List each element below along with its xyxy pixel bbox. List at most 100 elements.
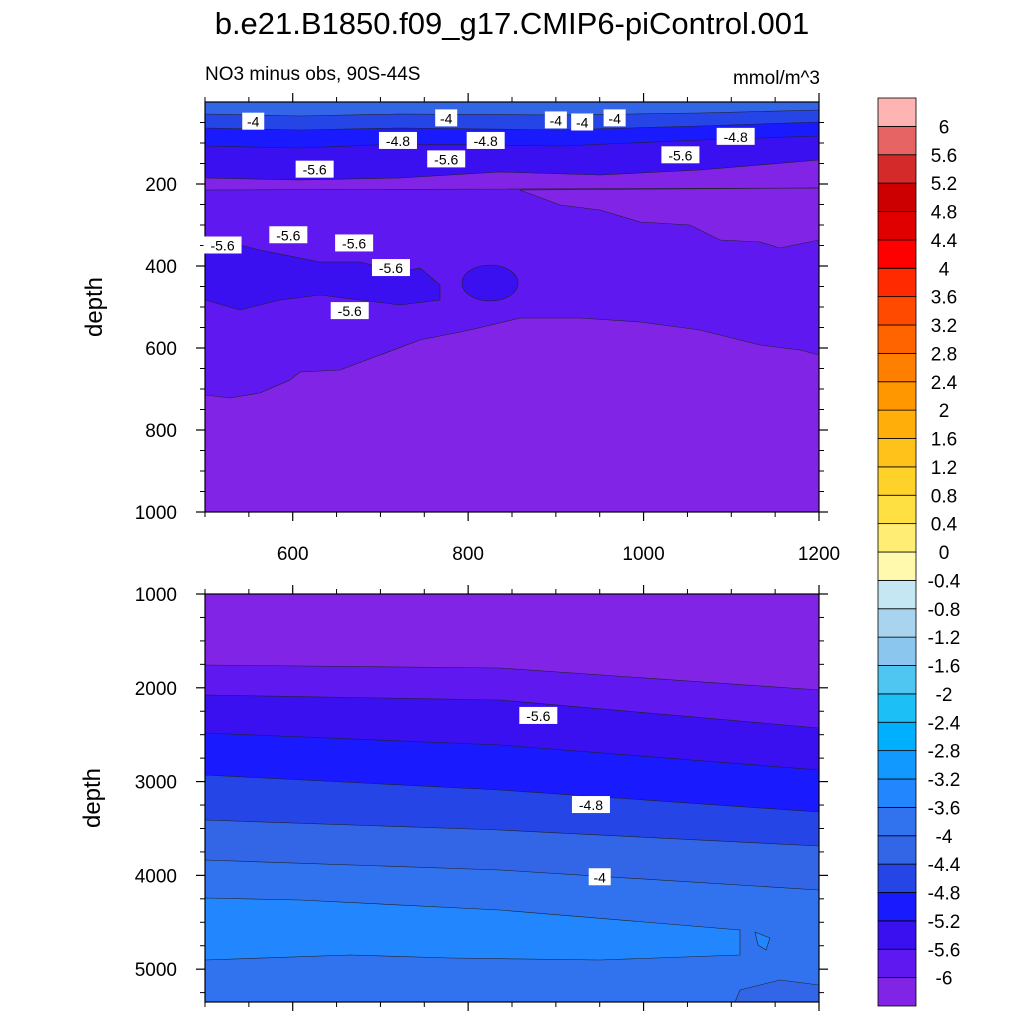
- contour-label-box: [544, 111, 567, 129]
- lower-contour-panel: 1000 2000 3000 4000 5000 -5.6 -4.8 -4 depth: [79, 585, 828, 1011]
- colorbar-swatch: [877, 977, 917, 1007]
- contour-label: -5.6: [330, 302, 369, 320]
- colorbar-swatch: [877, 523, 917, 553]
- contour-label-text: -4.8: [724, 129, 748, 145]
- colorbar-label: -6: [936, 969, 953, 990]
- contour-label-text: -5.6: [303, 162, 327, 178]
- colorbar-swatch: [877, 352, 917, 383]
- lower-y-tick-label: 1000: [135, 585, 177, 606]
- contour-label-text: -4: [593, 869, 606, 885]
- colorbar-label: 4.8: [931, 203, 957, 224]
- contour-label: -4: [571, 113, 594, 131]
- colorbar-swatch: [877, 551, 917, 581]
- contour-label: -4.8: [571, 796, 610, 814]
- contour-label-text: -5.6: [210, 238, 234, 254]
- colorbar-label: -5.2: [928, 912, 961, 933]
- colorbar-swatch: [877, 835, 917, 865]
- colorbar-label: -1.2: [928, 628, 961, 649]
- lower-y-tick-label: 3000: [135, 773, 177, 794]
- contour-label-box: [378, 131, 417, 149]
- colorbar-swatch: [877, 608, 917, 638]
- contour-label-text: -5.6: [434, 151, 458, 167]
- colorbar-swatch: [877, 806, 917, 837]
- contour-label-box: [588, 868, 611, 886]
- colorbar-label: 2.4: [931, 373, 958, 394]
- colorbar-swatch: [877, 125, 917, 156]
- contour-label: -5.6: [519, 706, 558, 724]
- colorbar-swatch: [877, 494, 917, 525]
- colorbar-swatch: [877, 381, 917, 411]
- contour-label-box: [571, 796, 610, 814]
- colorbar-swatch: [877, 778, 917, 808]
- upper-y-tick-label: 600: [145, 339, 177, 360]
- colorbar-label: 0.8: [931, 486, 957, 507]
- colorbar-label: 5.2: [931, 174, 957, 195]
- page-title: b.e21.B1850.f09_g17.CMIP6-piControl.001: [214, 6, 810, 41]
- upper-y-tick-label: 400: [145, 257, 177, 278]
- colorbar-label: -2.8: [928, 742, 961, 763]
- upper-y-axis-label: depth: [81, 277, 108, 337]
- upper-y-tick-label: 1000: [135, 503, 177, 524]
- colorbar-label: -2.4: [928, 713, 961, 734]
- contour-label-box: [519, 706, 558, 724]
- colorbar-swatch: [877, 211, 917, 241]
- colorbar-swatch: [877, 409, 917, 439]
- colorbar-swatch: [877, 892, 917, 922]
- colorbar-swatch: [877, 693, 917, 723]
- contour-label: -5.6: [269, 226, 308, 244]
- contour-label-text: -4: [440, 110, 453, 126]
- colorbar-label: 6: [939, 117, 950, 138]
- contour-label-box: [242, 112, 265, 130]
- colorbar-swatch: [877, 636, 917, 666]
- colorbar-label: -2: [936, 685, 953, 706]
- contour-label-box: [571, 113, 594, 131]
- contour-label: -5.6: [427, 150, 466, 168]
- contour-label: -5.6: [661, 146, 700, 164]
- contour-label-text: -4: [247, 114, 260, 130]
- contour-label-box: [203, 236, 242, 254]
- colorbar-swatch: [877, 438, 917, 468]
- contour-label-text: -4.8: [386, 133, 410, 149]
- colorbar-swatch: [877, 920, 917, 950]
- colorbar-swatch: [877, 296, 917, 326]
- colorbar-label: -4.4: [928, 855, 961, 876]
- contour-label-box: [435, 109, 458, 127]
- colorbar-label: 3.6: [931, 288, 957, 309]
- colorbar-label: 1.2: [931, 458, 957, 479]
- upper-y-tick-label: 200: [145, 175, 177, 196]
- contour-label: -4: [544, 111, 567, 129]
- lower-y-tick-label: 2000: [135, 679, 177, 700]
- contour-label-box: [371, 259, 410, 277]
- colorbar-label: -4.8: [928, 884, 961, 905]
- contour-label-text: -5.6: [276, 227, 300, 243]
- upper-x-tick-label: 800: [452, 544, 484, 565]
- colorbar-swatch: [877, 721, 917, 752]
- contour-label: -4: [588, 868, 611, 886]
- contour-label: -4.8: [716, 127, 755, 145]
- colorbar-label: -3.2: [928, 770, 961, 791]
- colorbar-label: 2.8: [931, 344, 957, 365]
- colorbar-label: -4: [936, 827, 953, 848]
- colorbar-swatch: [877, 182, 917, 212]
- contour-label-text: -4.8: [474, 133, 498, 149]
- colorbar-label: 4: [939, 259, 950, 280]
- lower-y-axis-label: depth: [79, 768, 106, 828]
- colorbar-label: 0: [939, 543, 950, 564]
- colorbar-label: 2: [939, 401, 950, 422]
- contour-label: -4: [242, 112, 265, 130]
- colorbar-swatch: [877, 324, 917, 354]
- colorbar-label: 0.4: [931, 515, 958, 536]
- contour-label-box: [427, 150, 466, 168]
- colorbar-label: -0.8: [928, 600, 961, 621]
- contour-label-text: -4: [608, 110, 621, 126]
- colorbar-label: -0.4: [928, 571, 961, 592]
- contour-label-text: -5.6: [668, 147, 692, 163]
- colorbar: 6 5.6 5.2 4.8 4.4 4 3.6 3.2 2.8 2.4 2 1.6 1.2 0.8 0.4 0…: [877, 97, 961, 1007]
- colorbar-swatch: [877, 948, 917, 979]
- colorbar-label: -3.6: [928, 798, 961, 819]
- colorbar-label: -5.6: [928, 940, 961, 961]
- contour-label: -4.8: [466, 131, 505, 149]
- contour-label: -4: [603, 109, 626, 127]
